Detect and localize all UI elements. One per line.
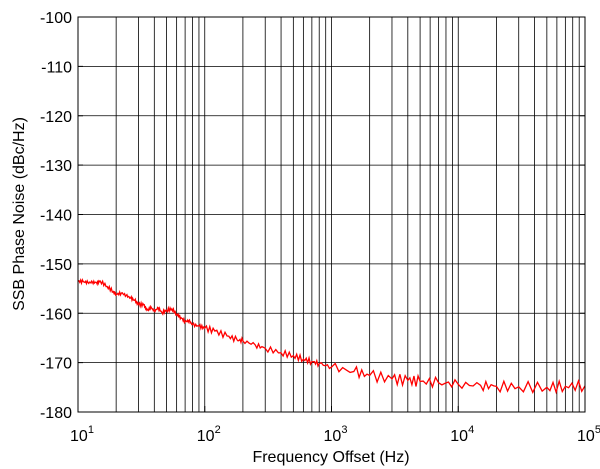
phase-noise-series-line [77,277,586,395]
series-layer [77,277,586,395]
y-tick-label: -140 [40,208,72,225]
x-tick-label: 104 [450,424,474,445]
y-tick-label: -130 [40,158,72,175]
y-tick-label: -100 [40,10,72,27]
x-tick-label: 101 [70,424,94,445]
y-axis-label: SSB Phase Noise (dBc/Hz) [11,117,28,311]
grid-layer [78,17,585,412]
x-tick-label: 102 [197,424,221,445]
y-tick-label: -170 [40,356,72,373]
y-tick-label: -160 [40,306,72,323]
x-axis-label: Frequency Offset (Hz) [252,449,409,466]
y-tick-label: -180 [40,405,72,422]
y-tick-label: -150 [40,257,72,274]
y-tick-label: -120 [40,109,72,126]
x-tick-label: 105 [577,424,600,445]
y-tick-label: -110 [41,59,72,76]
x-tick-label: 103 [324,424,348,445]
tick-layer: -100 -110 -120 -130 -140 -150 -160 -170 -180 101 1… [40,10,600,445]
